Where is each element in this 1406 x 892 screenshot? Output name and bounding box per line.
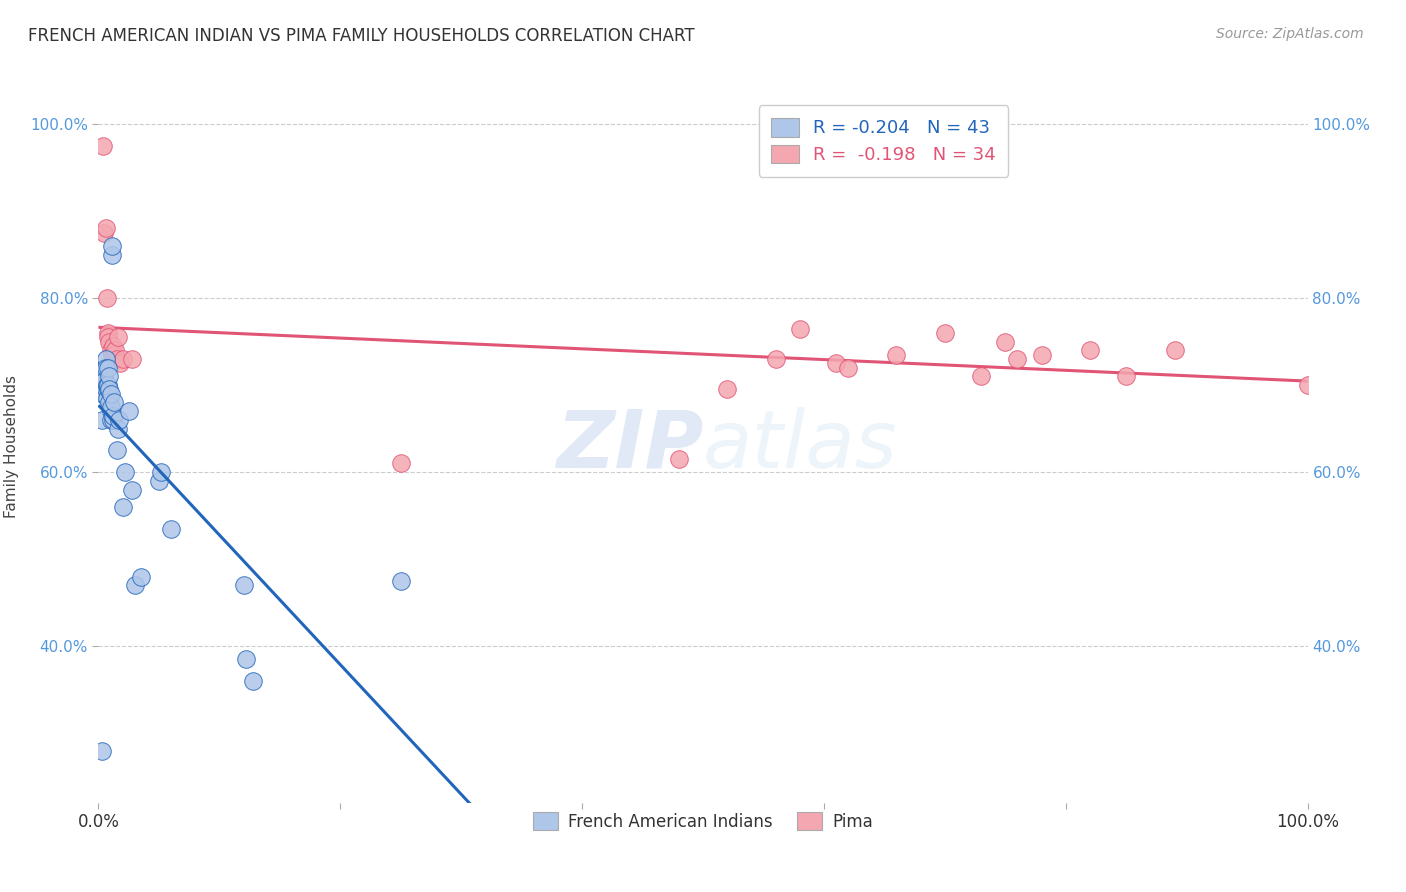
Point <box>97 330 120 344</box>
Point <box>668 452 690 467</box>
Point <box>242 673 264 688</box>
Text: ZIP: ZIP <box>555 407 703 485</box>
Point <box>91 386 114 401</box>
Point <box>91 378 114 392</box>
Point <box>108 356 131 370</box>
Point <box>160 522 183 536</box>
Point <box>1007 351 1029 366</box>
Point <box>101 339 124 353</box>
Point <box>100 348 122 362</box>
Point <box>825 356 848 370</box>
Point <box>121 351 143 366</box>
Point <box>789 321 811 335</box>
Point <box>765 351 787 366</box>
Point <box>100 413 122 427</box>
Text: FRENCH AMERICAN INDIAN VS PIMA FAMILY HOUSEHOLDS CORRELATION CHART: FRENCH AMERICAN INDIAN VS PIMA FAMILY HO… <box>28 27 695 45</box>
Point <box>235 652 257 666</box>
Point <box>94 351 117 366</box>
Point <box>93 369 115 384</box>
Point <box>232 578 254 592</box>
Text: atlas: atlas <box>703 407 898 485</box>
Point <box>93 360 115 375</box>
Point <box>118 404 141 418</box>
Point <box>111 351 134 366</box>
Point <box>94 383 117 397</box>
Point <box>837 360 859 375</box>
Point <box>129 569 152 583</box>
Point <box>100 386 122 401</box>
Point <box>1031 348 1053 362</box>
Point <box>103 395 125 409</box>
Point <box>100 247 122 261</box>
Point <box>98 383 121 397</box>
Point <box>970 369 993 384</box>
Point <box>100 404 122 418</box>
Point <box>934 326 956 340</box>
Point <box>98 334 121 349</box>
Point <box>93 374 115 388</box>
Point <box>93 226 115 240</box>
Point <box>98 369 121 384</box>
Point <box>96 391 118 405</box>
Point <box>108 413 131 427</box>
Point <box>107 330 129 344</box>
Point <box>91 413 114 427</box>
Point <box>389 574 412 588</box>
Point <box>100 239 122 253</box>
Point <box>994 334 1017 349</box>
Point <box>97 360 120 375</box>
Point <box>148 474 170 488</box>
Point <box>96 291 118 305</box>
Point <box>1115 369 1137 384</box>
Point <box>96 378 118 392</box>
Legend: French American Indians, Pima: French American Indians, Pima <box>526 805 880 838</box>
Point <box>1078 343 1101 358</box>
Point <box>716 383 738 397</box>
Point <box>100 343 122 358</box>
Point <box>101 413 124 427</box>
Point <box>124 578 146 592</box>
Text: Source: ZipAtlas.com: Source: ZipAtlas.com <box>1216 27 1364 41</box>
Point <box>94 360 117 375</box>
Point <box>107 421 129 435</box>
Point <box>886 348 908 362</box>
Point <box>104 343 127 358</box>
Point <box>97 383 120 397</box>
Point <box>105 351 128 366</box>
Point <box>114 465 136 479</box>
Point <box>91 743 114 757</box>
Point <box>91 138 114 153</box>
Point <box>111 500 134 514</box>
Point <box>98 395 121 409</box>
Point <box>103 348 125 362</box>
Point <box>105 443 128 458</box>
Point <box>100 400 122 414</box>
Point <box>101 409 124 423</box>
Point <box>97 378 120 392</box>
Point <box>1296 378 1319 392</box>
Point <box>150 465 173 479</box>
Point <box>97 326 120 340</box>
Y-axis label: Family Households: Family Households <box>4 375 18 517</box>
Point <box>1163 343 1185 358</box>
Point <box>389 457 412 471</box>
Point <box>94 221 117 235</box>
Point <box>121 483 143 497</box>
